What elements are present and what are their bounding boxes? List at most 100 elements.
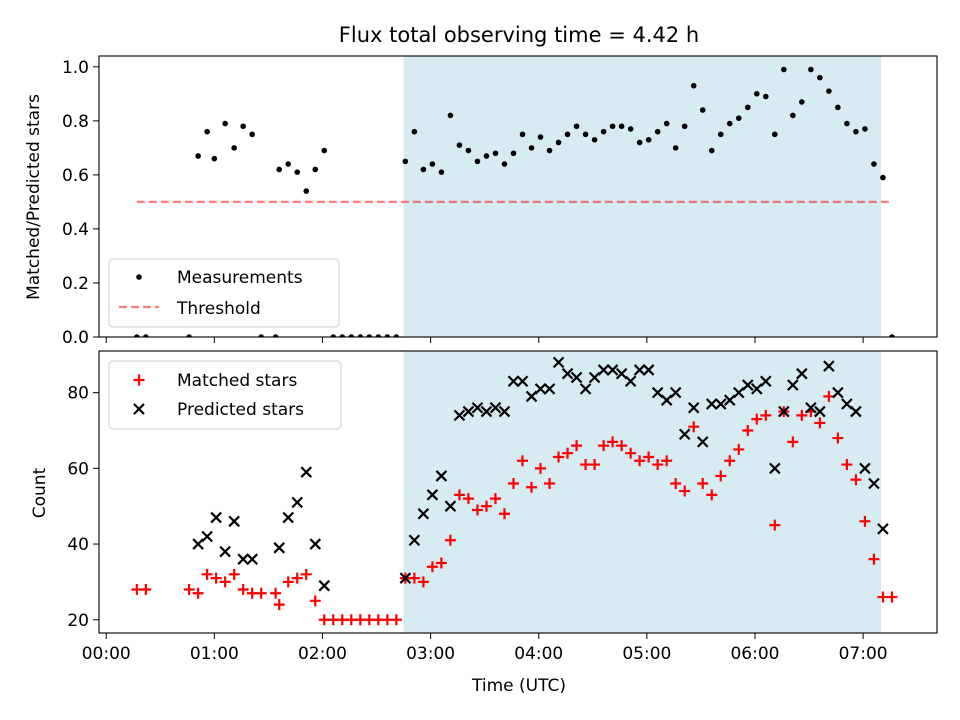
measurement-point	[537, 134, 544, 140]
predicted-point	[859, 462, 871, 475]
measurement-point	[690, 82, 697, 89]
observing-span	[403, 351, 882, 633]
y-tick-label: 40	[67, 535, 89, 555]
matched-point	[688, 421, 700, 433]
matched-point	[769, 519, 781, 531]
x-tick-label: 06:00	[730, 644, 779, 664]
predicted-point	[868, 477, 880, 490]
measurement-point	[772, 131, 778, 138]
predicted-point	[471, 402, 484, 414]
predicted-point	[309, 538, 322, 550]
predicted-point	[435, 470, 448, 482]
predicted-point	[237, 553, 249, 565]
measurement-point	[134, 334, 140, 337]
measurement-point	[420, 166, 427, 173]
measurement-point	[186, 334, 192, 337]
measurement-point	[844, 120, 850, 127]
measurement-point	[348, 334, 355, 337]
measurement-point	[781, 66, 787, 73]
matched-point	[201, 568, 213, 580]
measurement-point	[708, 147, 715, 154]
matched-point	[435, 557, 447, 569]
measurement-point	[627, 126, 634, 132]
measurement-point	[231, 145, 237, 151]
measurement-point	[817, 74, 823, 81]
measurement-point	[294, 169, 301, 175]
bottom-plot: 20 40 60 80 00:00 01:00 02:00 03:00 04:00 05:00 06…	[67, 350, 938, 664]
measurement-point	[492, 150, 499, 157]
matched-point	[706, 489, 718, 501]
predicted-point	[507, 375, 520, 388]
legend-marker-predicted	[133, 403, 145, 415]
matched-point	[526, 481, 538, 493]
matched-point	[814, 417, 826, 429]
predicted-point	[318, 579, 331, 592]
predicted-point	[805, 402, 817, 414]
measurement-point	[285, 161, 292, 167]
measurement-point	[222, 120, 228, 127]
predicted-point	[300, 466, 313, 478]
matched-point	[643, 451, 655, 463]
matched-point	[291, 572, 303, 584]
measurement-point	[546, 147, 553, 154]
predicted-point	[498, 405, 511, 418]
predicted-point	[850, 405, 862, 418]
measurement-point	[654, 128, 661, 135]
predicted-point	[741, 379, 754, 391]
predicted-point	[282, 511, 295, 524]
measurement-point	[591, 136, 598, 143]
matched-point	[507, 477, 519, 489]
matched-point	[598, 440, 610, 452]
matched-point	[498, 508, 510, 520]
measurement-point	[573, 123, 580, 130]
matched-point	[868, 553, 880, 565]
matched-point	[571, 440, 583, 452]
plot-frame	[98, 350, 938, 634]
measurement-point	[447, 112, 454, 119]
matched-point	[670, 477, 682, 489]
matched-point	[886, 591, 898, 603]
predicted-point	[417, 507, 430, 520]
matched-point	[859, 515, 871, 527]
measurement-point	[272, 334, 279, 337]
matched-point	[652, 459, 664, 471]
x-tick-label: 07:00	[839, 644, 888, 664]
matched-point	[787, 436, 799, 448]
measurement-point	[645, 136, 652, 143]
predicted-point	[570, 371, 583, 384]
predicted-point	[823, 360, 835, 372]
predicted-point	[633, 364, 646, 376]
matched-point	[562, 447, 574, 459]
measurement-point	[384, 334, 391, 337]
matched-point	[228, 568, 240, 580]
measurement-point	[330, 334, 337, 337]
matched-point	[553, 451, 565, 463]
measurement-point	[636, 139, 643, 146]
predicted-point	[228, 515, 240, 528]
matched-point	[841, 459, 853, 471]
predicted-point	[201, 530, 213, 543]
legend-marker-measurements	[136, 274, 142, 280]
measurement-point	[744, 104, 751, 111]
y-tick-label: 0.4	[62, 220, 89, 240]
legend-box	[108, 258, 340, 328]
measurement-point	[357, 334, 364, 337]
predicted-point	[778, 405, 790, 418]
measurement-point	[753, 91, 760, 97]
matched-point	[282, 576, 294, 588]
matched-point	[697, 477, 709, 489]
measurement-point	[808, 66, 814, 73]
x-tick-label: 04:00	[514, 644, 563, 664]
matched-point	[589, 459, 601, 471]
matched-point	[661, 455, 673, 467]
x-tick-label: 01:00	[190, 644, 239, 664]
matched-point	[715, 470, 727, 482]
measurement-point	[483, 153, 490, 159]
matched-point	[751, 413, 763, 425]
matched-point	[462, 493, 474, 505]
measurement-point	[618, 123, 625, 130]
measurement-point	[889, 334, 895, 337]
measurement-point	[429, 161, 436, 167]
predicted-point	[219, 545, 231, 558]
predicted-point	[705, 398, 718, 410]
